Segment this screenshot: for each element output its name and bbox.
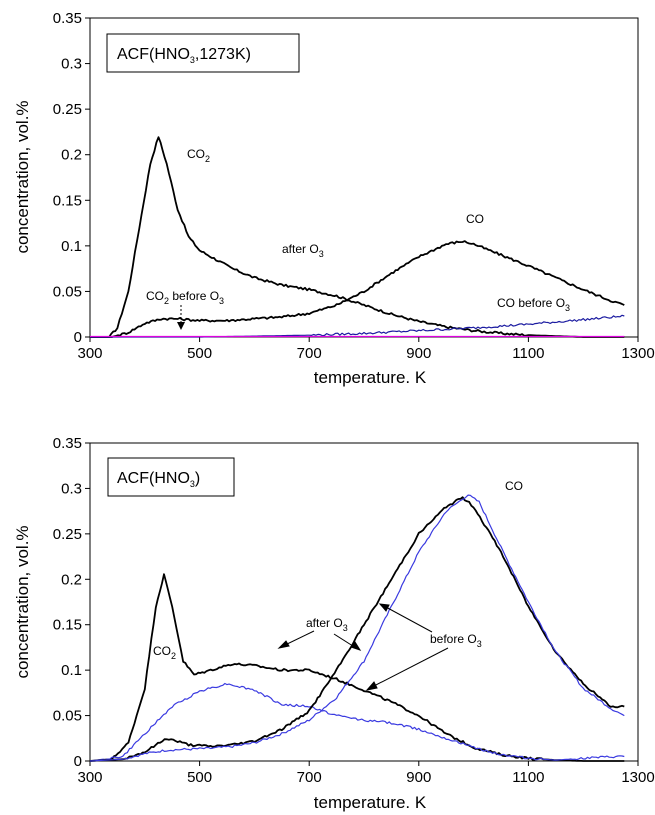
y-tick-label: 0.2 <box>61 147 82 164</box>
top-title-frame <box>106 33 300 73</box>
top-label-co-before-o3: CO before O3 <box>497 296 570 313</box>
arrowhead-before-to-co <box>378 603 390 612</box>
x-tick-label: 300 <box>77 345 102 362</box>
bottom-title: ACF(HNO3) <box>117 470 200 489</box>
arrowhead-after-to-co <box>350 641 362 651</box>
x-tick-label: 1100 <box>512 769 544 786</box>
y-tick-label: 0 <box>74 329 82 346</box>
x-tick-label: 1100 <box>512 345 544 362</box>
series-line-co2-after-o3 <box>89 573 625 762</box>
top-x-axis: 300 500 700 900 1100 1300 <box>77 337 655 362</box>
bottom-title-frame <box>107 457 235 497</box>
series-line-co-after-o3 <box>90 240 625 338</box>
arrow-before-to-co2 <box>371 647 449 688</box>
arrowhead-before-to-co2 <box>365 681 378 691</box>
x-tick-label: 500 <box>187 345 212 362</box>
x-tick-label: 700 <box>297 345 322 362</box>
top-label-co2-before-o3: CO2 before O3 <box>146 289 224 306</box>
bottom-plot-frame <box>89 442 639 762</box>
x-tick-label: 900 <box>406 769 431 786</box>
series-line-co-before-o3 <box>89 494 625 762</box>
top-label-after-o3: after O3 <box>282 242 324 259</box>
x-tick-label: 700 <box>297 769 322 786</box>
y-tick-label: 0.2 <box>61 571 82 588</box>
x-tick-label: 1300 <box>621 345 654 362</box>
y-tick-label: 0.1 <box>61 238 82 255</box>
bottom-label-after-o3: after O3 <box>306 616 348 633</box>
y-tick-label: 0.35 <box>53 10 82 27</box>
top-label-co2: CO2 <box>187 147 210 164</box>
top-title-box: ACF(HNO3,1273K) <box>106 33 300 73</box>
top-arrowhead-co2-before <box>177 322 185 330</box>
bottom-label-co2: CO2 <box>153 644 176 661</box>
bottom-x-axis: 300 500 700 900 1100 1300 <box>77 761 655 786</box>
y-tick-label: 0.15 <box>53 617 82 634</box>
top-x-axis-title: temperature. K <box>314 368 427 387</box>
y-tick-label: 0.35 <box>53 435 82 452</box>
x-tick-label: 300 <box>77 769 102 786</box>
arrow-after-to-co2 <box>282 630 315 647</box>
y-tick-label: 0 <box>74 753 82 770</box>
series-line-co2-after-o3 <box>90 136 625 338</box>
y-tick-label: 0.3 <box>61 56 82 73</box>
y-tick-label: 0.1 <box>61 662 82 679</box>
top-y-axis-title: concentration, vol.% <box>13 100 32 253</box>
bottom-y-axis: 0 0.05 0.1 0.15 0.2 0.25 0.3 0.35 <box>53 435 90 770</box>
y-tick-label: 0.05 <box>53 708 82 725</box>
series-line-co-after-o3 <box>89 496 625 762</box>
x-tick-label: 500 <box>187 769 212 786</box>
series-line-co2-before-o3 <box>89 682 625 762</box>
bottom-arrows-before <box>365 603 449 691</box>
x-tick-label: 900 <box>406 345 431 362</box>
top-chart: 0 0.05 0.1 0.15 0.2 0.25 0.3 0.35 300 500 700 900 1… <box>13 10 655 387</box>
top-title: ACF(HNO3,1273K) <box>117 46 251 65</box>
bottom-y-axis-title: concentration, vol.% <box>13 525 32 678</box>
y-tick-label: 0.25 <box>53 526 82 543</box>
bottom-chart: 0 0.05 0.1 0.15 0.2 0.25 0.3 0.35 300 500 700 900 1… <box>13 435 655 812</box>
x-tick-label: 1300 <box>621 769 654 786</box>
top-y-axis: 0 0.05 0.1 0.15 0.2 0.25 0.3 0.35 <box>53 10 90 346</box>
y-tick-label: 0.25 <box>53 101 82 118</box>
bottom-label-co: CO <box>505 479 523 493</box>
top-label-co: CO <box>466 212 484 226</box>
y-tick-label: 0.15 <box>53 192 82 209</box>
y-tick-label: 0.05 <box>53 283 82 300</box>
bottom-label-before-o3: before O3 <box>430 632 482 649</box>
bottom-arrows-after <box>277 630 362 651</box>
arrowhead-after-to-co2 <box>277 640 290 649</box>
arrow-before-to-co <box>383 605 433 633</box>
bottom-x-axis-title: temperature. K <box>314 793 427 812</box>
bottom-series-group <box>89 494 625 762</box>
y-tick-label: 0.3 <box>61 480 82 497</box>
top-series-group <box>90 136 625 338</box>
bottom-title-box: ACF(HNO3) <box>107 457 235 497</box>
